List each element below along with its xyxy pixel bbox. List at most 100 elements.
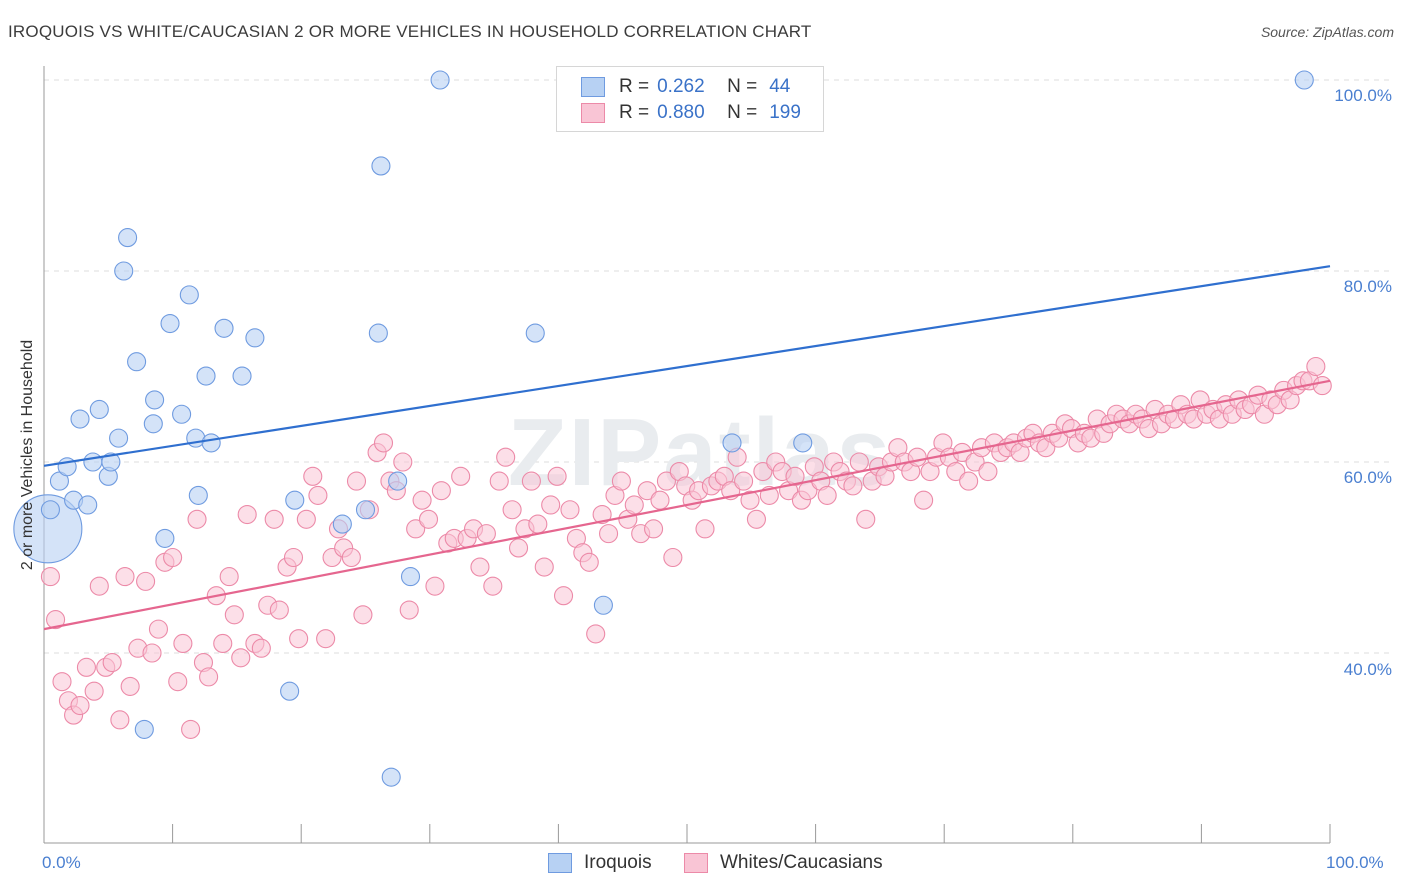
data-point-white [224,605,244,625]
data-point-white [508,538,529,558]
data-point-iroquois [89,399,109,420]
legend-r-value: 0.262 [657,76,705,97]
legend-swatch [581,77,605,97]
data-point-iroquois [400,567,421,587]
series-iroquois-points [13,70,1314,787]
data-point-white [856,509,876,529]
data-point-white [502,500,522,520]
data-point-white [341,547,361,568]
data-point-iroquois [355,500,376,520]
data-point-white [470,557,490,577]
data-point-white [599,524,619,544]
data-point-iroquois [214,318,234,338]
data-point-white [269,600,289,620]
data-point-white [251,638,271,658]
legend-series: Iroquois Whites/Caucasians [0,852,1406,878]
legend-row-white: R = 0.880 N = 199 [581,101,801,125]
data-point-white [316,629,336,649]
data-point-white [978,461,998,482]
legend-item-label: Iroquois [584,852,652,873]
legend-stats: R = 0.262 N = 44 R = 0.880 N = 199 [556,66,824,132]
data-point-white [592,504,612,525]
data-point-iroquois [332,514,352,534]
legend-r-label: R = [619,76,650,97]
data-point-iroquois [593,595,613,615]
data-point-iroquois [101,452,121,472]
data-point-white [624,495,644,515]
data-point-white [663,547,683,568]
y-axis-label: 2 or more Vehicles in Household [19,339,36,571]
data-point-iroquois [143,414,163,434]
series-white-points [40,356,1332,739]
data-point-white [476,524,496,544]
data-point-white [199,667,219,687]
data-point-white [296,509,316,529]
data-point-iroquois [127,352,147,372]
legend-n-value: 199 [769,102,801,123]
data-point-white [541,495,561,515]
data-point-white [70,695,90,716]
data-point-white [213,633,233,654]
data-point-white [308,485,328,505]
data-point-white [521,471,541,491]
data-point-iroquois [285,490,305,510]
data-point-white [579,552,599,572]
data-point-white [740,490,760,510]
data-point-white [534,557,554,577]
data-point-iroquois [78,495,98,515]
legend-swatch [684,853,708,873]
data-point-iroquois [368,323,388,343]
grid-lines [44,79,1392,654]
data-point-white [753,461,773,482]
data-point-white [76,657,96,677]
legend-item-white: Whites/Caucasians [684,852,883,874]
data-point-white [1306,356,1326,377]
data-point-white [489,471,509,491]
data-point-iroquois [232,366,252,386]
data-point-white [650,490,670,510]
data-point-iroquois [172,404,192,424]
data-point-white [393,452,413,472]
data-point-white [142,643,162,663]
data-point-iroquois [134,719,154,739]
data-point-white [120,676,140,696]
data-point-white [843,476,863,496]
data-point-white [373,433,394,453]
data-point-white [163,547,183,568]
data-point-iroquois [114,261,134,281]
data-point-white [547,466,567,486]
axes [43,66,1331,844]
data-point-iroquois [70,409,90,429]
data-point-white [734,471,754,491]
data-point-iroquois [722,433,742,453]
data-point-iroquois [280,681,300,701]
data-point-iroquois [40,500,60,520]
data-point-white [399,600,419,620]
data-point-white [611,471,631,491]
data-point-iroquois [1294,70,1314,90]
legend-n-label: N = [727,76,758,97]
data-point-white [219,567,239,587]
data-point-white [412,490,432,510]
data-point-white [431,481,451,501]
data-point-iroquois [793,433,813,453]
data-point-white [959,471,979,491]
data-point-iroquois [155,528,175,548]
legend-swatch [548,853,572,873]
trend-line-white [43,379,1331,631]
trend-lines [43,265,1331,631]
y-tick-label: 40.0% [1343,660,1392,679]
data-point-white [84,681,104,701]
data-point-white [136,571,156,591]
data-point-white [353,605,373,625]
data-point-iroquois [525,323,545,343]
data-point-white [849,452,869,472]
data-point-white [644,519,664,539]
data-point-white [289,629,309,649]
legend-n-value: 44 [769,76,791,97]
data-point-white [148,619,169,639]
data-point-iroquois [109,428,129,448]
data-point-white [89,576,109,596]
x-tick-label: 0.0% [42,853,81,872]
